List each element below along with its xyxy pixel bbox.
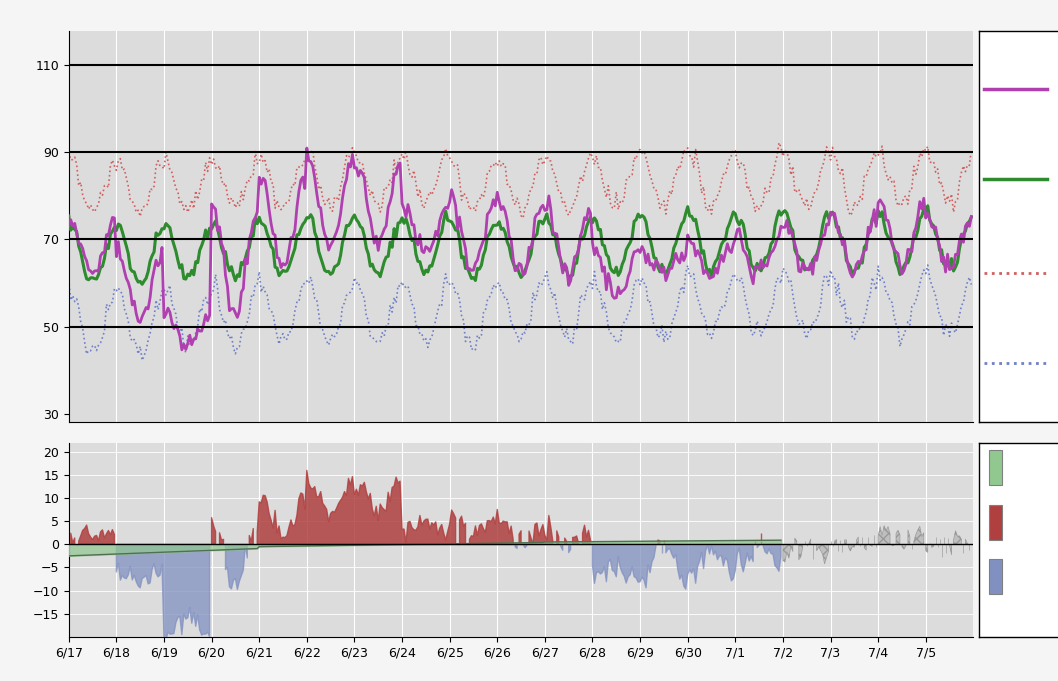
Bar (989, 559, 1002, 594)
Bar (989, 505, 1002, 539)
Bar (989, 450, 1002, 486)
